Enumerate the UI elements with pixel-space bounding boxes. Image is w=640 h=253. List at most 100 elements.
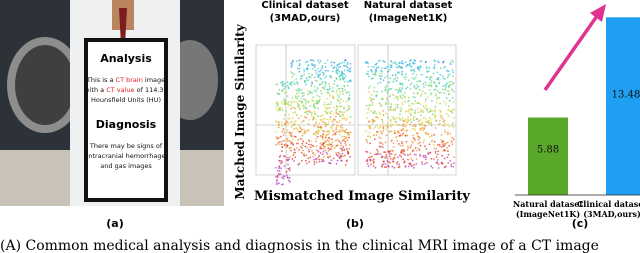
scatter-dot — [322, 74, 325, 76]
scatter-dot — [342, 155, 344, 158]
scatter-dot — [275, 175, 277, 178]
scatter-dot — [378, 74, 381, 77]
scatter-dot — [290, 108, 292, 110]
scatter-dot — [422, 141, 425, 144]
scatter-dot — [412, 117, 415, 120]
scatter-dot — [400, 109, 403, 111]
scatter-dot — [280, 121, 283, 124]
scatter-dot — [377, 127, 380, 129]
scatter-dot — [404, 92, 406, 94]
scatter-dot — [428, 135, 431, 138]
scatter-dot — [444, 88, 447, 91]
scatter-dot — [300, 114, 302, 117]
scatter-dot — [382, 98, 384, 100]
scatter-dot — [442, 66, 445, 69]
scatter-dot — [447, 123, 449, 126]
scatter-dot — [330, 64, 333, 67]
scatter-dot — [401, 84, 404, 87]
scatter-dot — [440, 162, 443, 165]
scatter-dot — [447, 131, 449, 134]
scatter-dot — [301, 92, 303, 95]
scatter-dot — [343, 69, 346, 72]
scatter-dot — [442, 88, 444, 91]
scatter-dot — [428, 119, 430, 122]
scatter-dot — [340, 105, 343, 108]
scatter-dot — [396, 140, 399, 142]
scatter-dot — [428, 122, 431, 125]
scatter-dot — [430, 119, 433, 121]
scatter-dot — [321, 82, 323, 85]
scatter-dot — [413, 123, 416, 126]
scatter-dot — [419, 103, 422, 105]
scatter-dot — [276, 183, 278, 186]
scatter-dot — [321, 121, 324, 123]
scatter-dot — [289, 180, 291, 183]
scatter-dot — [322, 130, 324, 132]
scatter-dot — [319, 142, 322, 145]
scatter-dot — [365, 62, 367, 64]
scatter-dot — [321, 160, 323, 163]
scatter-dot — [412, 95, 415, 98]
scatter-dot — [312, 60, 315, 62]
scatter-dot — [298, 67, 301, 70]
scatter-dot — [348, 147, 351, 150]
scatter-dot — [313, 89, 316, 92]
scatter-dot — [276, 137, 279, 140]
scatter-dot — [409, 88, 412, 90]
scatter-dot — [314, 157, 317, 160]
scatter-dot — [403, 149, 405, 152]
scatter-dot — [431, 100, 433, 102]
scatter-dot — [277, 103, 279, 106]
scatter-dot — [372, 119, 375, 122]
scatter-dot — [338, 70, 340, 73]
scatter-dot — [414, 76, 417, 79]
scatter-dot — [441, 75, 444, 78]
scatter-dot — [291, 72, 294, 75]
scatter-dot — [294, 156, 297, 159]
scatter-dot — [385, 156, 387, 158]
scatter-dot — [401, 73, 404, 75]
scatter-dot — [324, 110, 327, 113]
scatter-dot — [391, 165, 394, 168]
scatter-dot — [368, 91, 370, 93]
scatter-dot — [324, 136, 327, 139]
scatter-dot — [370, 98, 372, 100]
scatter-dot — [275, 105, 278, 107]
caption: (A) Common medical analysis and diagnosi… — [0, 238, 599, 253]
scatter-dot — [308, 161, 311, 163]
scatter-dot — [294, 107, 297, 110]
scatter-dot — [324, 84, 326, 87]
scatter-dot — [423, 156, 425, 159]
scatter-dot — [449, 132, 452, 135]
scatter-dot — [395, 74, 397, 77]
scatter-dot — [440, 116, 442, 119]
scatter-dot — [382, 127, 385, 130]
scatter-dot — [288, 140, 291, 142]
scatter-dot — [329, 112, 332, 115]
scatter-dot — [329, 75, 331, 78]
scatter-dot — [311, 64, 314, 67]
scatter-dot — [326, 104, 328, 106]
scatter-dot — [326, 108, 329, 110]
scatter-dot — [298, 63, 301, 65]
text-part: Hounsfield Units (HU) — [91, 96, 161, 104]
scatter-dot — [441, 114, 444, 117]
scatter-dot — [417, 111, 420, 114]
scatter-dot — [305, 142, 308, 145]
scatter-dot — [446, 133, 449, 136]
scatter-dot — [442, 61, 444, 64]
scatter-dot — [316, 99, 318, 102]
scatter-dot — [412, 116, 415, 118]
scatter-dot — [399, 144, 402, 147]
scatter-dot — [405, 65, 408, 68]
scatter-dot — [278, 106, 281, 109]
scatter-dot — [312, 100, 315, 102]
scatter-dot — [371, 159, 374, 162]
scatter-dot — [442, 143, 444, 146]
scatter-dot — [347, 151, 349, 153]
scatter-dot — [435, 92, 437, 95]
scatter-dot — [342, 78, 344, 80]
scatter-dot — [410, 157, 413, 160]
scatter-dot — [345, 131, 348, 134]
scatter-dot — [436, 159, 439, 161]
